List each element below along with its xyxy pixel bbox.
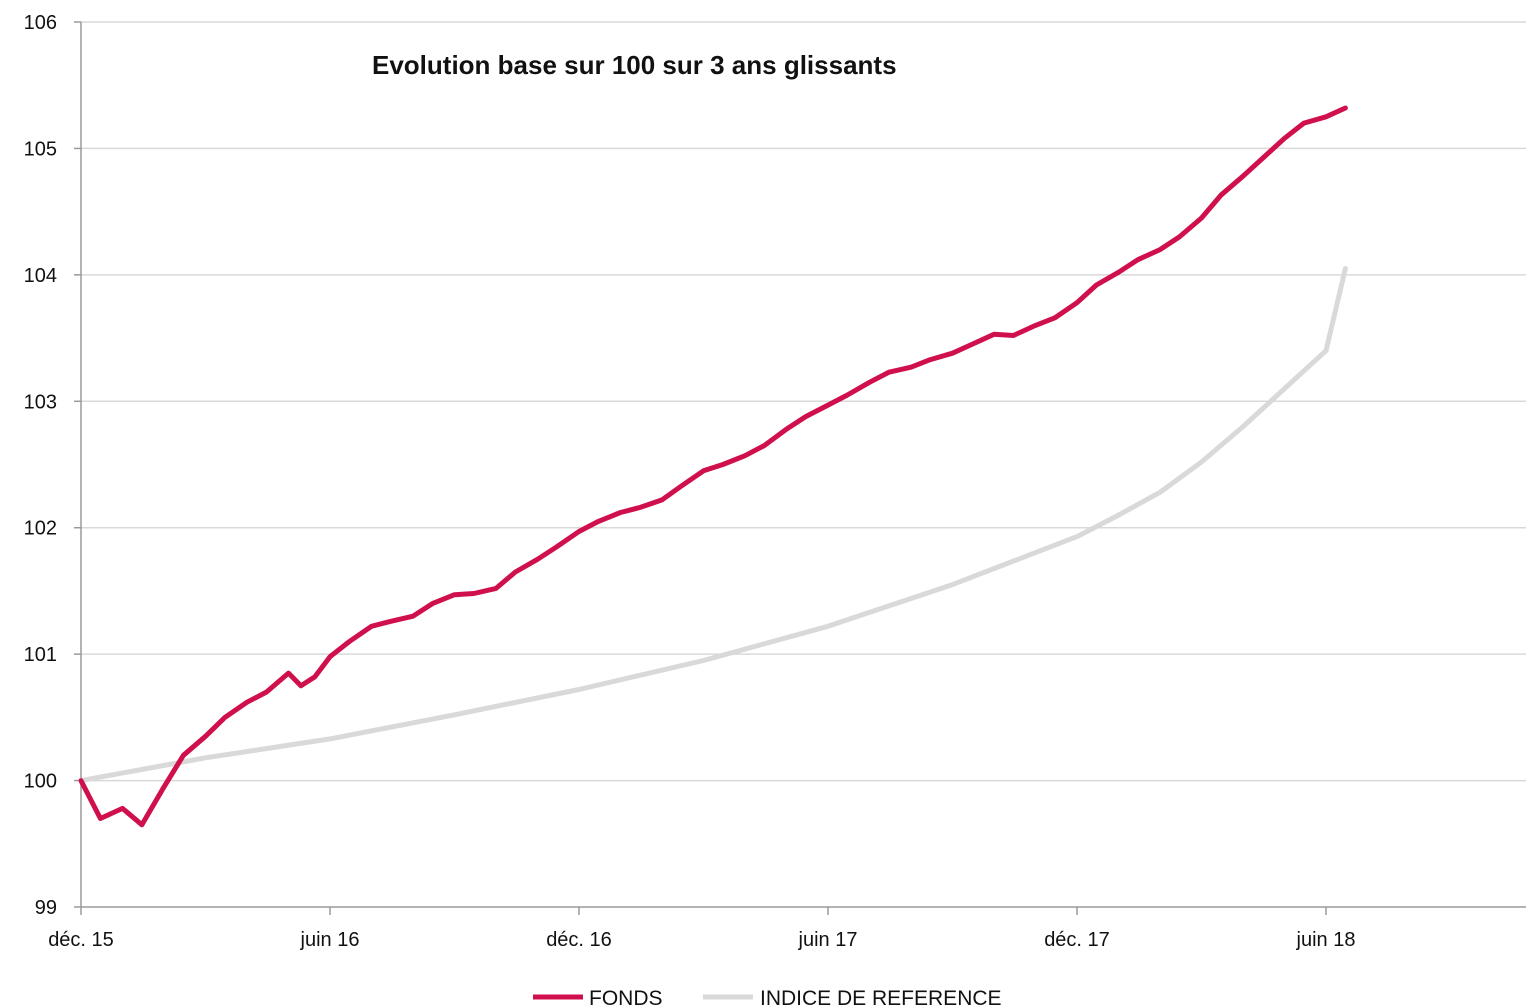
y-tick-label: 105 [24, 138, 57, 160]
x-tick-label: juin 18 [1296, 929, 1356, 951]
legend: FONDS INDICE DE REFERENCE [533, 987, 1002, 1007]
y-tick-label: 102 [24, 518, 57, 540]
series-layer [78, 105, 1348, 828]
legend-label: FONDS [589, 987, 663, 1007]
y-tick-label: 101 [24, 644, 57, 666]
legend-label: INDICE DE REFERENCE [760, 987, 1002, 1007]
series-line-indice-de-reference [78, 266, 1348, 784]
y-tick-label: 103 [24, 391, 57, 413]
x-tick-label: juin 16 [300, 929, 360, 951]
y-tick-label: 100 [24, 771, 57, 793]
x-tick-label: déc. 15 [48, 929, 114, 951]
y-tick-label: 99 [35, 897, 57, 919]
x-tick-label: déc. 17 [1044, 929, 1110, 951]
x-axis-ticks: déc. 15 juin 16 déc. 16 juin 17 déc. 17 juin … [48, 907, 1355, 951]
y-tick-label: 106 [24, 12, 57, 34]
x-tick-label: juin 17 [798, 929, 858, 951]
chart-title: Evolution base sur 100 sur 3 ans glissan… [372, 50, 897, 80]
y-axis-ticks: 99 100 101 102 103 104 105 106 [24, 12, 81, 919]
series-line-fonds [78, 105, 1348, 828]
gridlines [81, 21, 1526, 782]
y-tick-label: 104 [24, 265, 57, 287]
x-tick-label: déc. 16 [546, 929, 612, 951]
